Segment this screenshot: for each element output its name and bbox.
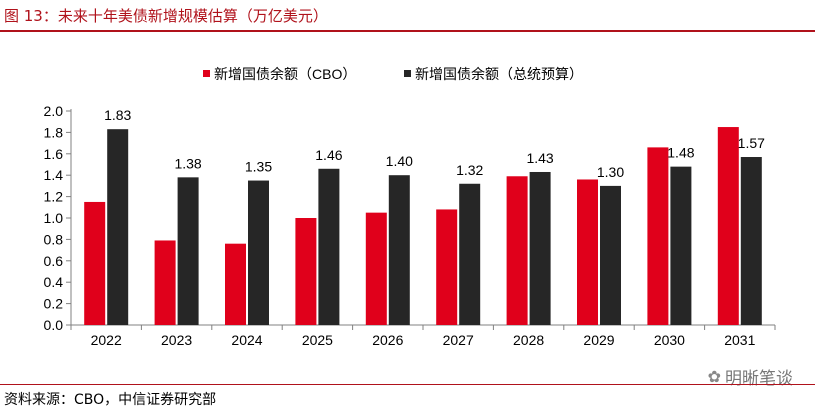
legend-swatch [404,70,411,77]
page-title: 图 13：未来十年美债新增规模估算（万亿美元） [4,7,328,25]
data-label: 1.40 [386,153,413,169]
bar-budget [177,177,199,325]
bar-budget [459,183,481,325]
y-tick-label: 0.8 [44,231,64,247]
bar-cbo [436,209,458,325]
y-tick-label: 2.0 [44,103,64,119]
data-label: 1.35 [245,159,272,175]
x-tick-label: 2027 [443,332,474,348]
x-tick-label: 2023 [161,332,192,348]
title-bar: 图 13：未来十年美债新增规模估算（万亿美元） [0,0,815,32]
wechat-icon: ✿ [707,367,721,386]
bar-cbo [365,212,387,325]
bar-budget [670,166,692,325]
x-tick-label: 2025 [302,332,333,348]
bar-budget [248,180,269,325]
data-label: 1.46 [315,147,342,163]
data-label: 1.57 [738,135,765,151]
bar-cbo [647,147,669,325]
y-tick-label: 1.4 [44,167,64,183]
y-tick-label: 0.0 [44,317,64,333]
data-label: 1.30 [597,164,624,180]
data-label: 1.43 [526,150,553,166]
data-label: 1.32 [456,162,483,178]
bar-budget [107,129,129,325]
y-tick-label: 0.6 [44,253,64,269]
x-tick-label: 2022 [91,332,122,348]
y-tick-label: 1.6 [44,146,64,162]
x-tick-label: 2029 [583,332,614,348]
bar-chart: 0.0 0.2 0.4 0.6 0.8 1.0 1.2 1.4 1.6 1.8 2.0 2022 1.8… [44,66,776,348]
bar-budget [600,185,621,325]
bar-cbo [154,240,176,325]
bar-budget [529,171,551,325]
legend-label: 新增国债余额（总统预算） [415,66,583,82]
y-tick-label: 0.4 [44,274,64,290]
y-tick-label: 0.2 [44,296,64,312]
legend-swatch [203,70,210,77]
x-tick-label: 2026 [372,332,403,348]
bar-budget [740,157,762,325]
watermark-text: 明晰笔谈 [725,369,793,389]
x-tick-label: 2028 [513,332,544,348]
data-label: 1.83 [104,107,131,123]
data-label: 1.48 [667,145,694,161]
bar-cbo [225,243,246,325]
bar-cbo [717,127,739,325]
x-tick-label: 2031 [724,332,755,348]
y-tick-label: 1.2 [44,189,64,205]
data-label: 1.38 [174,155,201,171]
legend-label: 新增国债余额（CBO） [214,66,356,82]
y-tick-label: 1.8 [44,124,64,140]
bar-cbo [295,218,317,325]
y-tick-label: 1.0 [44,210,64,226]
bar-cbo [506,176,528,325]
bar-budget [318,168,340,325]
footer-divider [0,384,815,385]
source-note: 资料来源：CBO，中信证券研究部 [4,392,217,408]
x-tick-label: 2030 [654,332,685,348]
bar-cbo [577,179,598,325]
bar-budget [388,175,410,325]
x-tick-label: 2024 [231,332,262,348]
bar-cbo [84,201,106,325]
watermark: ✿ 明晰笔谈 [708,364,793,389]
